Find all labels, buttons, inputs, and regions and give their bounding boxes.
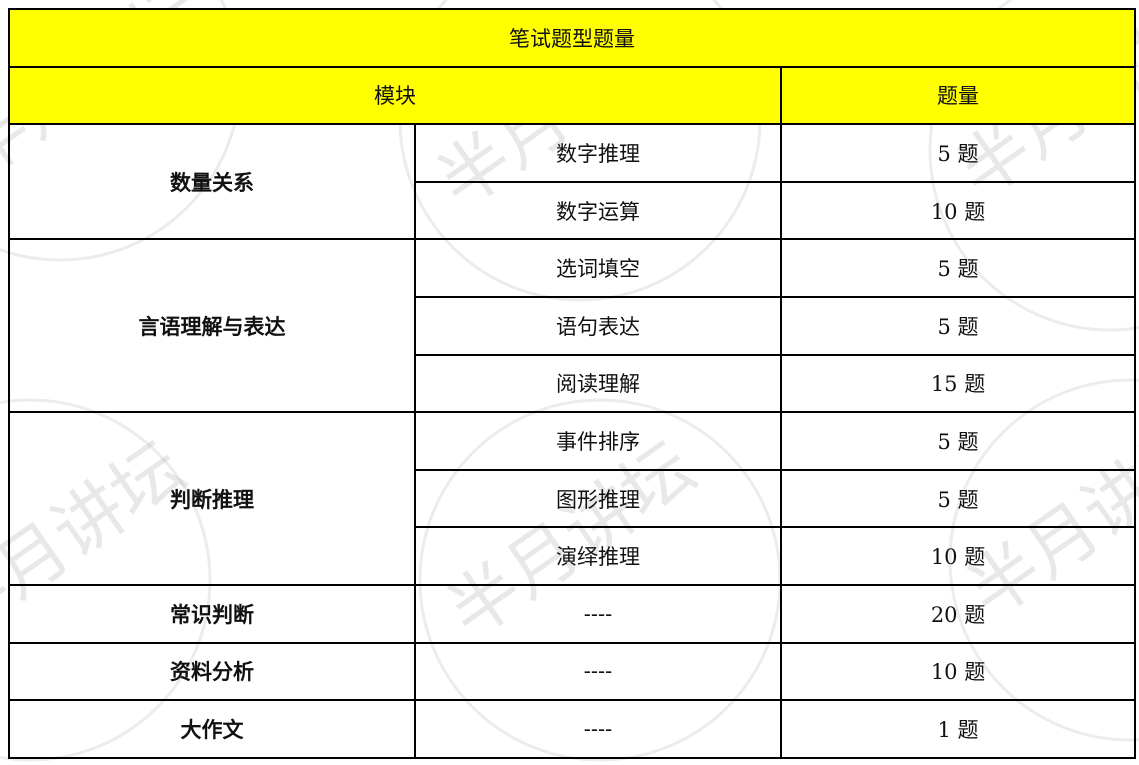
count-cell: 10 题 [779,526,1137,586]
table-row: 数量关系 数字推理 5 题 [8,123,1137,241]
module-cell: 资料分析 [8,641,416,702]
count-cell: 5 题 [779,238,1137,298]
table-row: 图形推理 5 题 [9,468,1137,529]
submodule-cell: 语句表达 [414,295,782,356]
module-cell: 言语理解与表达 [8,238,416,414]
header-module: 模块 [8,65,782,126]
table-row: 常识判断 ---- 20 题 [8,583,1137,644]
table-row: 言语理解与表达 选词填空 5 题 [8,238,1137,414]
exam-question-table: 笔试题型题量 模块 题量 数量关系 数字推理 5 题数字运算 10 题言语理解与表达选… [7,8,1137,759]
count-cell: 5 题 [779,123,1137,183]
header-count: 题量 [779,65,1137,126]
submodule-cell: ---- [414,583,782,644]
submodule-cell: ---- [414,641,782,702]
count-cell: 15 题 [779,353,1137,414]
count-cell: 10 题 [779,180,1137,241]
submodule-cell: 演绎推理 [414,526,782,586]
table-row: 大作文 ---- 1 题 [8,699,1137,759]
table-row: 资料分析 ---- 10 题 [8,641,1137,702]
submodule-cell: 数字推理 [414,123,782,183]
count-cell: 5 题 [779,295,1137,356]
submodule-cell: 事件排序 [414,411,782,471]
submodule-cell: ---- [414,699,782,759]
module-cell: 常识判断 [8,583,416,644]
submodule-cell: 图形推理 [414,468,782,529]
title-row: 笔试题型题量 [7,8,1137,68]
table-row: 演绎推理 10 题 [9,526,1137,586]
submodule-cell: 选词填空 [414,238,782,298]
table-row: 数字运算 10 题 [9,180,1137,241]
count-cell: 5 题 [779,468,1137,529]
table-row: 阅读理解 15 题 [9,353,1137,414]
count-cell: 20 题 [779,583,1137,644]
header-row: 模块 题量 [8,65,1137,126]
table-row: 语句表达 5 题 [9,295,1137,356]
table-row: 判断推理 事件排序 5 题 [8,411,1137,586]
module-cell: 判断推理 [8,411,416,586]
submodule-cell: 阅读理解 [414,353,782,414]
module-cell: 数量关系 [8,123,416,241]
submodule-cell: 数字运算 [414,180,782,241]
table-title: 笔试题型题量 [7,8,1137,68]
module-cell: 大作文 [8,699,416,759]
count-cell: 10 题 [779,641,1137,702]
count-cell: 5 题 [779,411,1137,471]
count-cell: 1 题 [779,699,1137,759]
